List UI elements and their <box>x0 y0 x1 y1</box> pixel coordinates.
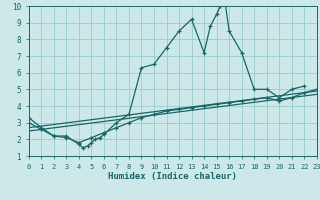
X-axis label: Humidex (Indice chaleur): Humidex (Indice chaleur) <box>108 172 237 181</box>
